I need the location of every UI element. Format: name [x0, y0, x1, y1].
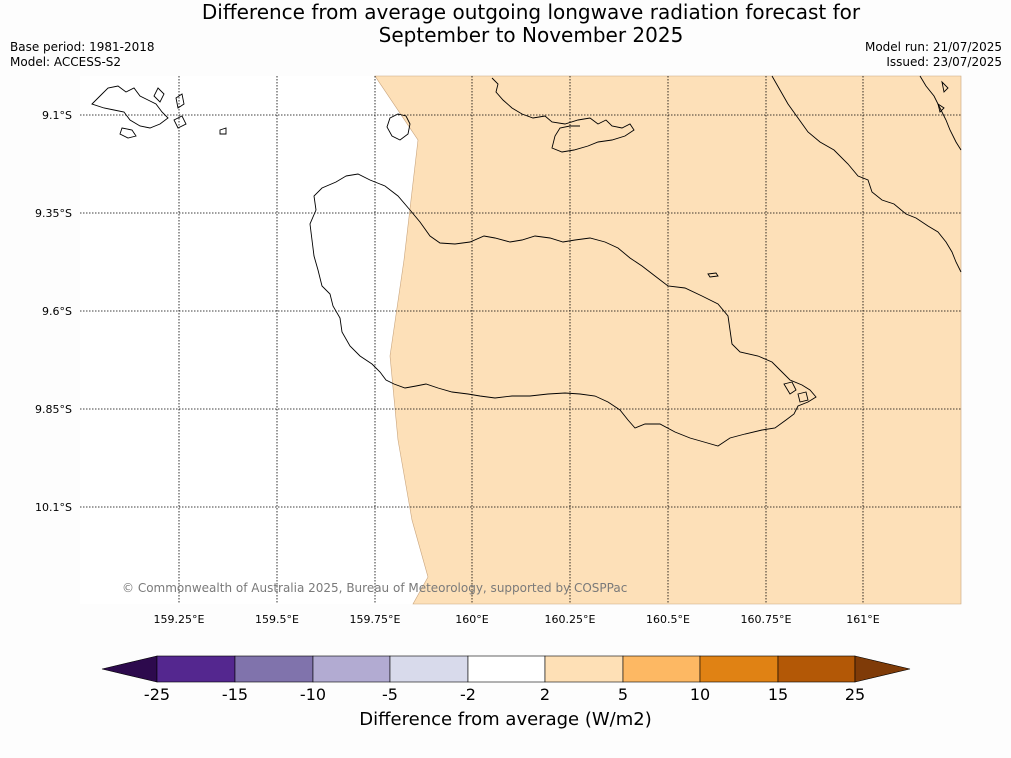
colorbar-segment-6 [544, 655, 624, 683]
issued-date: Issued: 23/07/2025 [886, 55, 1002, 69]
colorbar-segment-9 [777, 655, 856, 683]
colorbar-tick-7: 5 [617, 685, 629, 704]
lon-label-4: 160°E [455, 613, 488, 626]
chart-title: Difference from average outgoing longwav… [0, 1, 1011, 47]
colorbar-segment-3 [312, 655, 391, 683]
coastline-guadalcanal [309, 173, 817, 447]
coastline-islet-1 [707, 272, 719, 278]
coastline-small-islands [783, 381, 809, 403]
colorbar-segment-8 [699, 655, 779, 683]
colorbar-tick-10: 25 [844, 685, 866, 704]
lat-label-1: 9.1°S [42, 109, 72, 122]
lon-label-2: 159.5°E [255, 613, 299, 626]
colorbar-tick-8: 10 [689, 685, 711, 704]
lon-label-5: 160.25°E [545, 613, 596, 626]
colorbar-segment-4 [389, 655, 469, 683]
colorbar-tick-3: -10 [299, 685, 327, 704]
colorbar [101, 655, 911, 683]
axis-labels: 9.1°S 9.35°S 9.6°S 9.85°S 10.1°S 159.25°… [35, 109, 880, 626]
colorbar-tick-2: -15 [221, 685, 249, 704]
title-line-2: September to November 2025 [378, 23, 684, 47]
coastline-islets-2 [937, 80, 949, 113]
colorbar-extend-high [854, 655, 911, 683]
colorbar-segment-1 [156, 655, 236, 683]
lat-label-2: 9.35°S [35, 207, 72, 220]
coastline-malaita-1 [771, 75, 962, 273]
meta-right: Model run: 21/07/2025 Issued: 23/07/2025 [865, 40, 1002, 70]
colorbar-segment-7 [622, 655, 701, 683]
lon-label-8: 161°E [846, 613, 879, 626]
colorbar-extend-low [101, 655, 158, 683]
lat-label-3: 9.6°S [42, 305, 72, 318]
lon-label-1: 159.25°E [154, 613, 205, 626]
coastlines [91, 75, 962, 447]
colorbar-label: Difference from average (W/m2) [359, 709, 652, 730]
colorbar-tick-4: -5 [382, 685, 398, 704]
title-line-1: Difference from average outgoing longwav… [201, 0, 861, 24]
colorbar-tick-1: -25 [143, 685, 171, 704]
lon-label-7: 160.75°E [741, 613, 792, 626]
coastline-savo-island [386, 113, 411, 141]
lat-label-4: 9.85°S [35, 403, 72, 416]
colorbar-tick-6: 2 [539, 685, 551, 704]
meta-left: Base period: 1981-2018 Model: ACCESS-S2 [10, 40, 155, 70]
colorbar-tick-9: 15 [767, 685, 789, 704]
copyright-notice: © Commonwealth of Australia 2025, Bureau… [122, 581, 627, 595]
colorbar-segment-5 [467, 655, 546, 683]
coastline-nggela-islands [491, 77, 635, 153]
colorbar-tick-5: -2 [460, 685, 476, 704]
lon-label-6: 160.5°E [646, 613, 690, 626]
model-name: Model: ACCESS-S2 [10, 55, 122, 69]
model-run: Model run: 21/07/2025 [864, 40, 1002, 54]
base-period: Base period: 1981-2018 [10, 40, 155, 54]
lon-label-3: 159.75°E [350, 613, 401, 626]
coastline-islands-nw [91, 85, 227, 139]
lat-label-5: 10.1°S [35, 501, 72, 514]
gridlines [80, 76, 961, 604]
colorbar-segment-2 [234, 655, 314, 683]
coastline-malaita-2 [919, 75, 962, 151]
